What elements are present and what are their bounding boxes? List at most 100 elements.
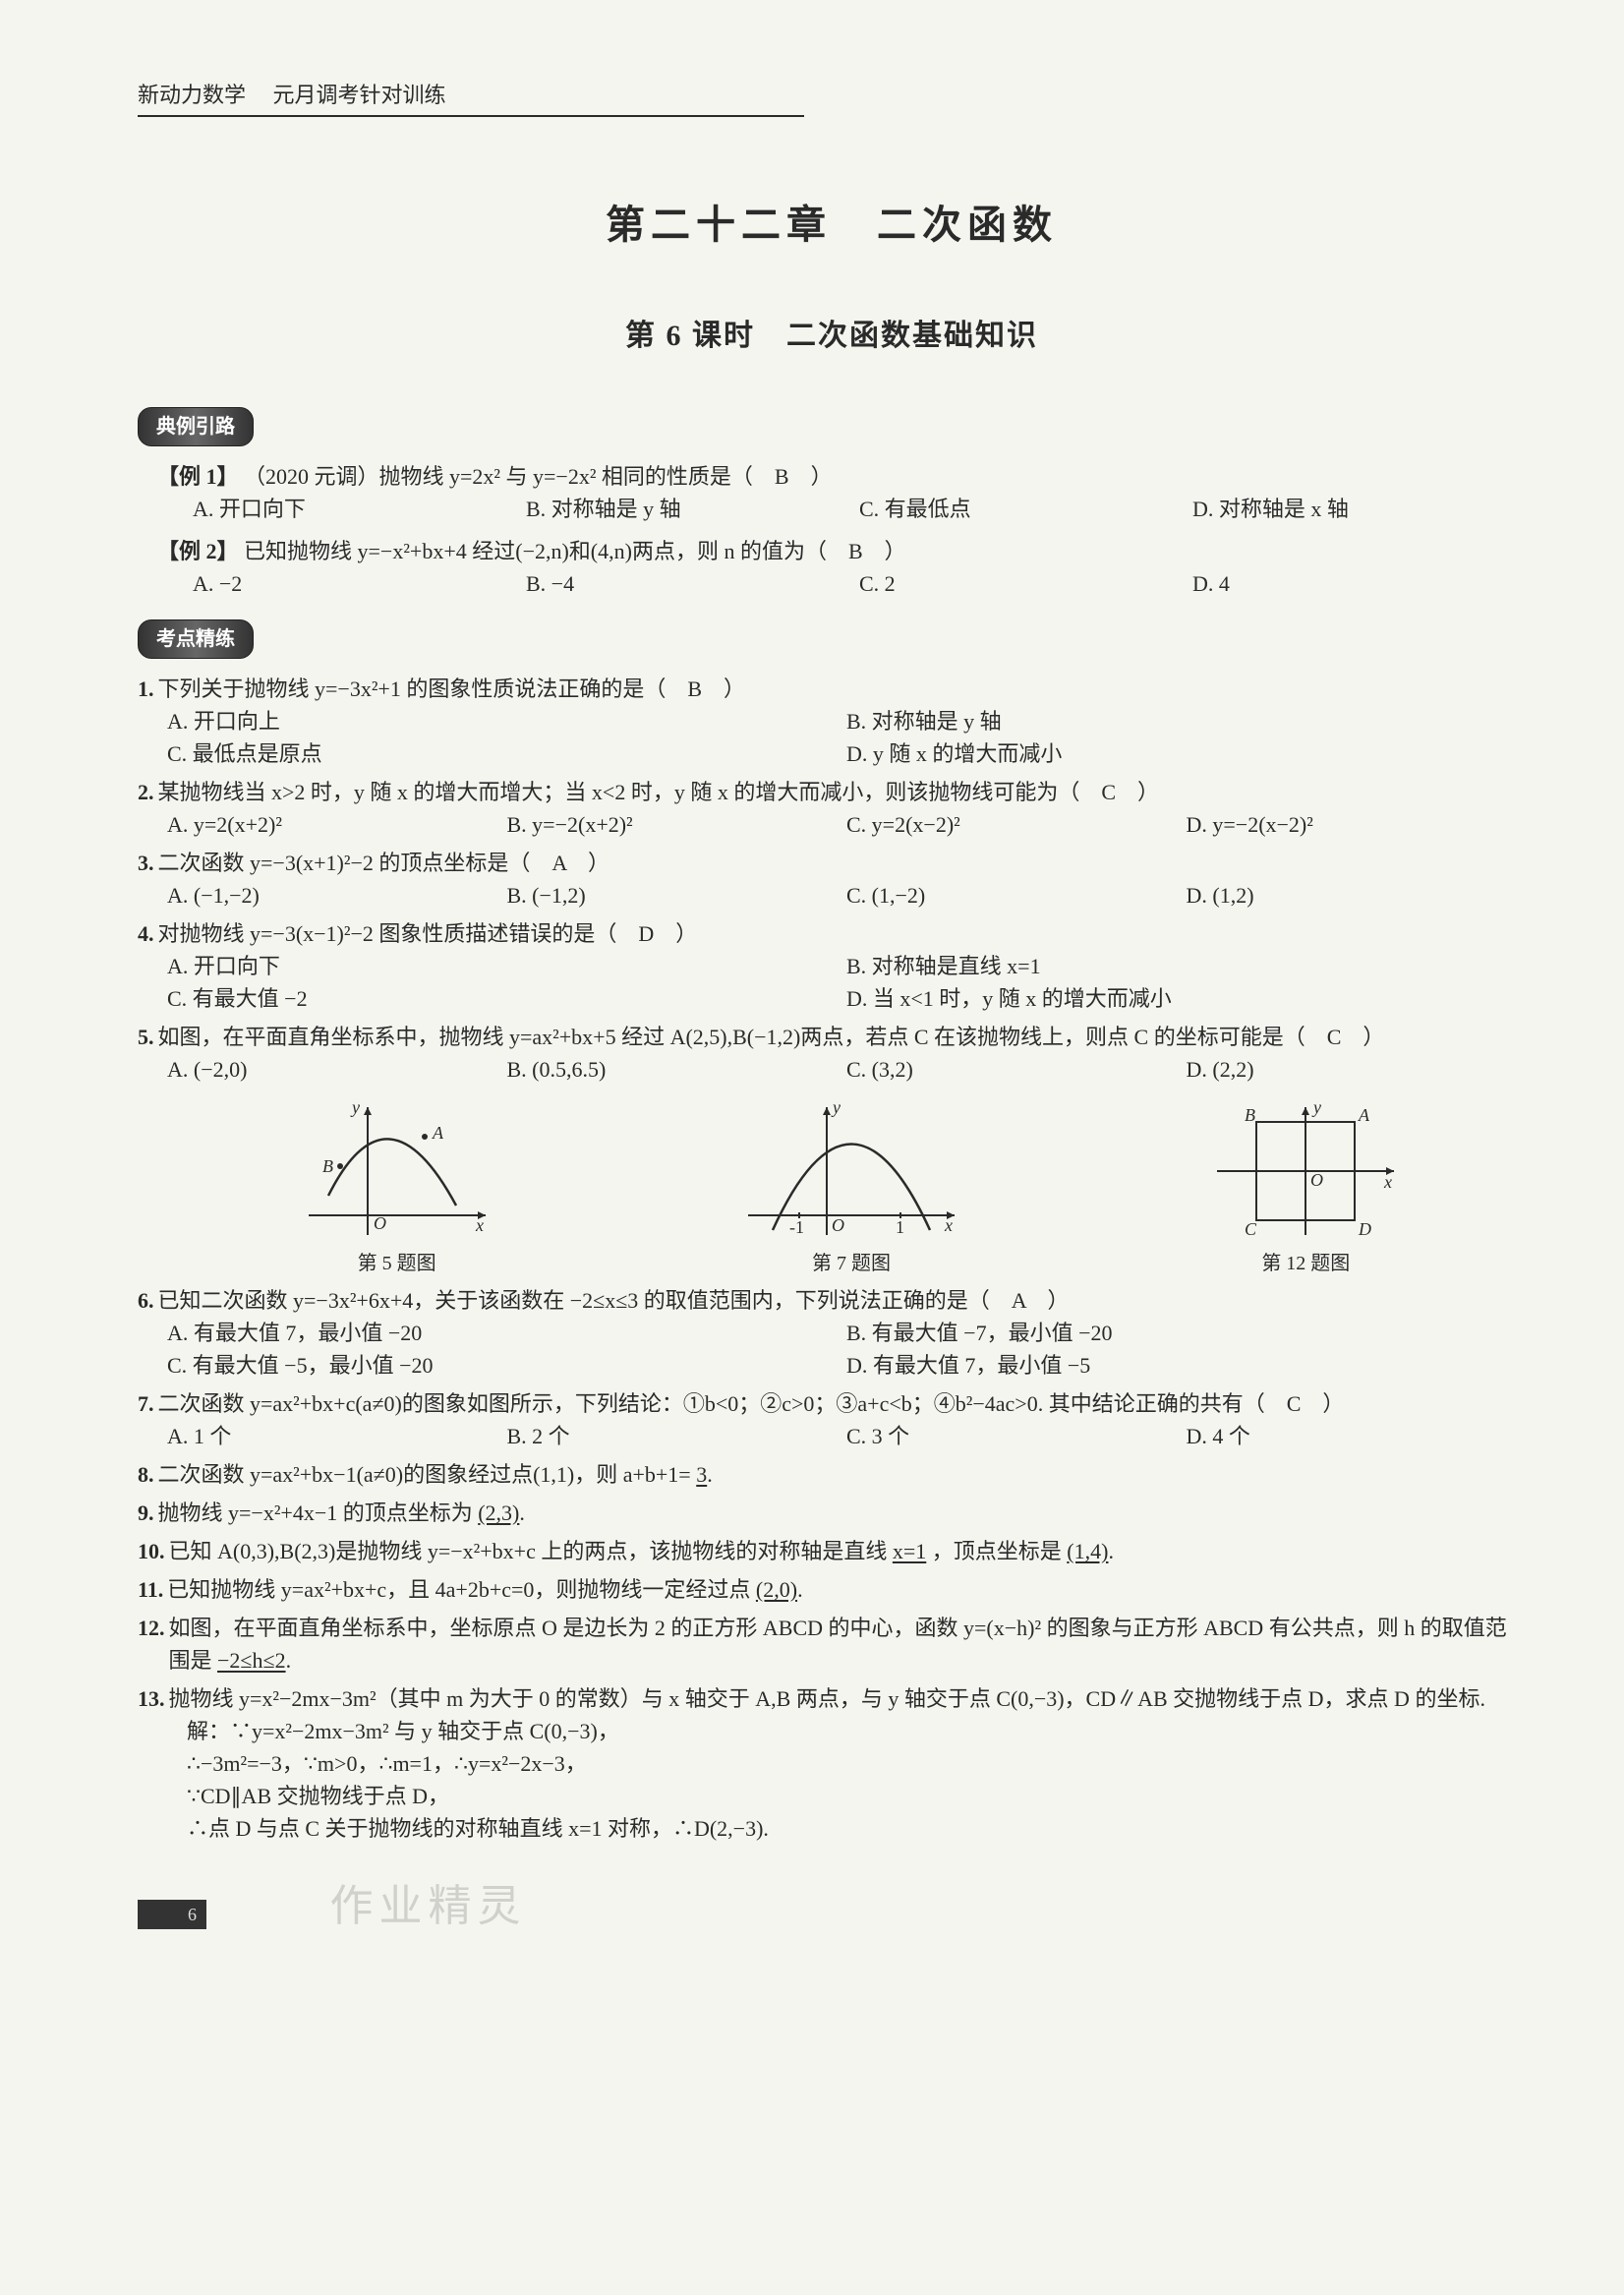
svg-text:C: C <box>1245 1219 1257 1239</box>
opt: A. y=2(x+2)² <box>167 808 507 841</box>
opt: C. 3 个 <box>846 1420 1187 1452</box>
q-num: 11. <box>138 1573 163 1606</box>
opt: C. y=2(x−2)² <box>846 808 1187 841</box>
q-body: 对抛物线 y=−3(x−1)²−2 图象性质描述错误的是（ D ） <box>158 917 1527 950</box>
opt: C. (1,−2) <box>846 879 1187 912</box>
opt: D. y=−2(x−2)² <box>1187 808 1527 841</box>
sol-line: ∴−3m²=−3，∵m>0，∴m=1，∴y=x²−2x−3， <box>187 1747 1526 1780</box>
fig-caption: 第 12 题图 <box>1207 1249 1404 1278</box>
figure-5: A B O x y 第 5 题图 <box>299 1097 495 1278</box>
fig-caption: 第 7 题图 <box>738 1249 964 1278</box>
sol-line: ∵CD∥AB 交抛物线于点 D， <box>187 1780 1526 1812</box>
fig-caption: 第 5 题图 <box>299 1249 495 1278</box>
question-7: 7. 二次函数 y=ax²+bx+c(a≠0)的图象如图所示，下列结论：①b<0… <box>138 1387 1526 1452</box>
question-6: 6. 已知二次函数 y=−3x²+6x+4，关于该函数在 −2≤x≤3 的取值范… <box>138 1284 1526 1382</box>
svg-text:-1: -1 <box>789 1217 804 1237</box>
book-subtitle: 元月调考针对训练 <box>273 83 446 107</box>
opt-d: D. 对称轴是 x 轴 <box>1192 493 1526 525</box>
watermark: 作业精灵 <box>330 1882 527 1930</box>
opt: C. 有最大值 −5，最小值 −20 <box>167 1349 846 1382</box>
question-11: 11. 已知抛物线 y=ax²+bx+c，且 4a+2b+c=0，则抛物线一定经… <box>138 1573 1526 1606</box>
opt: A. 1 个 <box>167 1420 507 1452</box>
q-num: 13. <box>138 1682 165 1715</box>
q-body: 已知抛物线 y=ax²+bx+c，且 4a+2b+c=0，则抛物线一定经过点 (… <box>167 1573 1526 1606</box>
opt: A. 有最大值 7，最小值 −20 <box>167 1317 846 1349</box>
example-options: A. 开口向下 B. 对称轴是 y 轴 C. 有最低点 D. 对称轴是 x 轴 <box>157 493 1526 525</box>
svg-text:y: y <box>350 1097 360 1117</box>
opt: D. 有最大值 7，最小值 −5 <box>846 1349 1526 1382</box>
svg-text:D: D <box>1358 1219 1371 1239</box>
svg-text:O: O <box>1310 1170 1323 1190</box>
question-1: 1. 下列关于抛物线 y=−3x²+1 的图象性质说法正确的是（ B ） A. … <box>138 673 1526 770</box>
question-12: 12. 如图，在平面直角坐标系中，坐标原点 O 是边长为 2 的正方形 ABCD… <box>138 1612 1526 1677</box>
svg-text:B: B <box>322 1156 333 1176</box>
opt: A. 开口向上 <box>167 705 846 737</box>
opt: B. y=−2(x+2)² <box>507 808 847 841</box>
q-body: 已知 A(0,3),B(2,3)是抛物线 y=−x²+bx+c 上的两点，该抛物… <box>169 1535 1527 1567</box>
answer: (2,0) <box>756 1577 797 1602</box>
q-body: 下列关于抛物线 y=−3x²+1 的图象性质说法正确的是（ B ） <box>158 673 1527 705</box>
solution: 解：∵y=x²−2mx−3m² 与 y 轴交于点 C(0,−3)， ∴−3m²=… <box>138 1715 1526 1845</box>
q-num: 5. <box>138 1021 154 1053</box>
opt: C. 最低点是原点 <box>167 737 846 770</box>
question-8: 8. 二次函数 y=ax²+bx−1(a≠0)的图象经过点(1,1)，则 a+b… <box>138 1458 1526 1491</box>
q-num: 7. <box>138 1387 154 1420</box>
q-num: 9. <box>138 1497 154 1529</box>
opt: B. 2 个 <box>507 1420 847 1452</box>
opt: D. (1,2) <box>1187 879 1527 912</box>
opt-a: A. 开口向下 <box>193 493 526 525</box>
example-1: 【例 1】 （2020 元调）抛物线 y=2x² 与 y=−2x² 相同的性质是… <box>138 460 1526 525</box>
svg-text:A: A <box>1358 1105 1370 1125</box>
svg-text:1: 1 <box>896 1217 904 1237</box>
sol-line: ∴点 D 与点 C 关于抛物线的对称轴直线 x=1 对称，∴D(2,−3). <box>187 1812 1526 1845</box>
q-options: A. 1 个 B. 2 个 C. 3 个 D. 4 个 <box>138 1420 1526 1452</box>
opt: B. (−1,2) <box>507 879 847 912</box>
answer: 3 <box>696 1462 707 1487</box>
q-num: 10. <box>138 1535 165 1567</box>
opt-d: D. 4 <box>1192 567 1526 600</box>
q-body: 如图，在平面直角坐标系中，抛物线 y=ax²+bx+5 经过 A(2,5),B(… <box>158 1021 1527 1053</box>
q-options: A. y=2(x+2)² B. y=−2(x+2)² C. y=2(x−2)² … <box>138 808 1526 841</box>
book-header: 新动力数学 元月调考针对训练 <box>138 79 804 117</box>
figure-7: -1 1 O x y 第 7 题图 <box>738 1097 964 1278</box>
q-options: A. 开口向下 B. 对称轴是直线 x=1 C. 有最大值 −2 D. 当 x<… <box>138 950 1526 1015</box>
opt: D. y 随 x 的增大而减小 <box>846 737 1526 770</box>
opt: D. (2,2) <box>1187 1053 1527 1086</box>
svg-text:x: x <box>944 1215 953 1235</box>
example-label: 【例 2】 <box>157 539 239 563</box>
example-text: （2020 元调）抛物线 y=2x² 与 y=−2x² 相同的性质是（ B ） <box>244 464 833 489</box>
q-num: 8. <box>138 1458 154 1491</box>
square-axes-icon: B A C D O x y <box>1207 1097 1404 1245</box>
lesson-title: 第 6 课时 二次函数基础知识 <box>138 314 1526 358</box>
opt: D. 4 个 <box>1187 1420 1527 1452</box>
svg-text:B: B <box>1245 1105 1255 1125</box>
svg-text:x: x <box>475 1215 484 1235</box>
svg-text:A: A <box>432 1123 444 1143</box>
q-body: 二次函数 y=−3(x+1)²−2 的顶点坐标是（ A ） <box>158 847 1527 879</box>
q-options: A. 有最大值 7，最小值 −20 B. 有最大值 −7，最小值 −20 C. … <box>138 1317 1526 1382</box>
opt: B. (0.5,6.5) <box>507 1053 847 1086</box>
book-title: 新动力数学 <box>138 83 246 107</box>
question-13: 13. 抛物线 y=x²−2mx−3m²（其中 m 为大于 0 的常数）与 x … <box>138 1682 1526 1845</box>
q-body: 二次函数 y=ax²+bx+c(a≠0)的图象如图所示，下列结论：①b<0；②c… <box>158 1387 1527 1420</box>
q-num: 2. <box>138 776 154 808</box>
svg-text:O: O <box>374 1213 386 1233</box>
q-body: 抛物线 y=−x²+4x−1 的顶点坐标为 (2,3). <box>158 1497 1527 1529</box>
question-5: 5. 如图，在平面直角坐标系中，抛物线 y=ax²+bx+5 经过 A(2,5)… <box>138 1021 1526 1086</box>
answer: (2,3) <box>478 1501 519 1525</box>
opt: C. (3,2) <box>846 1053 1187 1086</box>
practice-badge: 考点精练 <box>138 619 254 659</box>
q-body: 二次函数 y=ax²+bx−1(a≠0)的图象经过点(1,1)，则 a+b+1=… <box>158 1458 1527 1491</box>
opt: B. 有最大值 −7，最小值 −20 <box>846 1317 1526 1349</box>
example-2: 【例 2】 已知抛物线 y=−x²+bx+4 经过(−2,n)和(4,n)两点，… <box>138 535 1526 600</box>
question-4: 4. 对抛物线 y=−3(x−1)²−2 图象性质描述错误的是（ D ） A. … <box>138 917 1526 1015</box>
q-options: A. (−2,0) B. (0.5,6.5) C. (3,2) D. (2,2) <box>138 1053 1526 1086</box>
opt: C. 有最大值 −2 <box>167 982 846 1015</box>
q-num: 1. <box>138 673 154 705</box>
parabola-icon: -1 1 O x y <box>738 1097 964 1245</box>
answer: (1,4) <box>1067 1539 1108 1563</box>
chapter-title: 第二十二章 二次函数 <box>138 196 1526 255</box>
figures-row: A B O x y 第 5 题图 -1 1 O x y 第 7 题图 <box>177 1097 1526 1278</box>
q-options: A. 开口向上 B. 对称轴是 y 轴 C. 最低点是原点 D. y 随 x 的… <box>138 705 1526 770</box>
opt-c: C. 有最低点 <box>859 493 1192 525</box>
